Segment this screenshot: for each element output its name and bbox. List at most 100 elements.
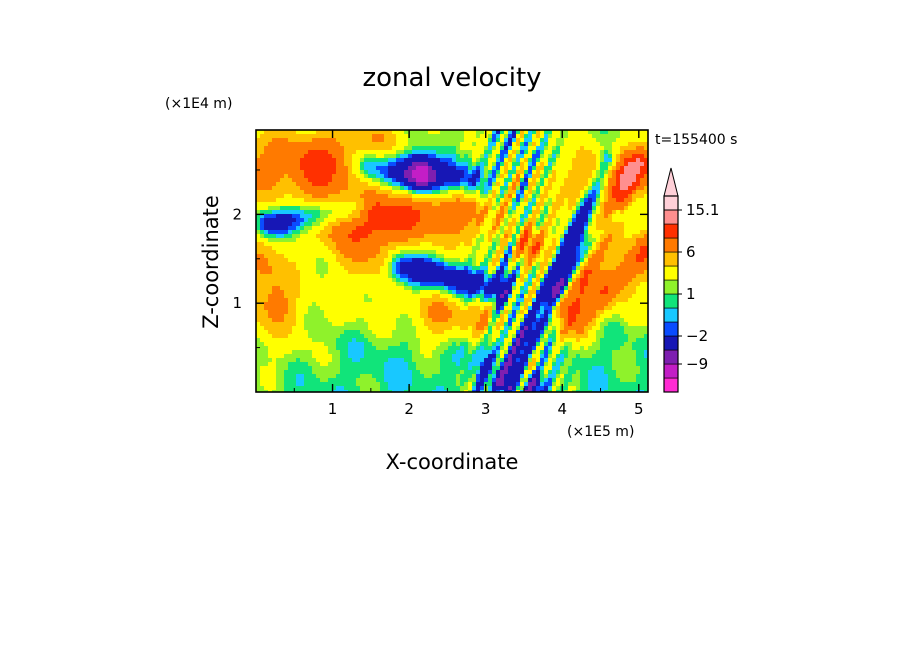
field-cell xyxy=(404,218,409,223)
field-cell xyxy=(280,178,285,183)
field-cell xyxy=(284,290,289,295)
field-cell xyxy=(268,326,273,331)
field-cell xyxy=(600,298,605,303)
field-cell xyxy=(380,242,385,247)
field-cell xyxy=(492,286,497,291)
field-cell xyxy=(636,326,641,331)
field-cell xyxy=(448,210,453,215)
field-cell xyxy=(328,226,333,231)
field-cell xyxy=(356,314,361,319)
field-cell xyxy=(568,270,573,275)
field-cell xyxy=(268,166,273,171)
field-cell xyxy=(564,330,569,335)
field-cell xyxy=(336,318,341,323)
field-cell xyxy=(552,206,557,211)
field-cell xyxy=(408,282,413,287)
field-cell xyxy=(288,274,293,279)
field-cell xyxy=(352,310,357,315)
field-cell xyxy=(268,190,273,195)
field-cell xyxy=(580,222,585,227)
field-cell xyxy=(276,146,281,151)
field-cell xyxy=(424,198,429,203)
field-cell xyxy=(268,230,273,235)
field-cell xyxy=(620,274,625,279)
field-cell xyxy=(536,210,541,215)
field-cell xyxy=(320,178,325,183)
field-cell xyxy=(592,142,597,147)
field-cell xyxy=(436,194,441,199)
field-cell xyxy=(572,270,577,275)
field-cell xyxy=(496,314,501,319)
field-cell xyxy=(632,174,637,179)
field-cell xyxy=(276,302,281,307)
field-cell xyxy=(620,218,625,223)
field-cell xyxy=(560,222,565,227)
field-cell xyxy=(380,266,385,271)
field-cell xyxy=(592,230,597,235)
field-cell xyxy=(504,166,509,171)
field-cell xyxy=(300,262,305,267)
field-cell xyxy=(632,226,637,231)
field-cell xyxy=(316,222,321,227)
field-cell xyxy=(404,266,409,271)
field-cell xyxy=(432,134,437,139)
field-cell xyxy=(536,214,541,219)
field-cell xyxy=(472,306,477,311)
field-cell xyxy=(492,290,497,295)
field-cell xyxy=(304,278,309,283)
field-cell xyxy=(604,138,609,143)
field-cell xyxy=(532,154,537,159)
field-cell xyxy=(256,198,261,203)
field-cell xyxy=(320,206,325,211)
field-cell xyxy=(572,210,577,215)
field-cell xyxy=(416,262,421,267)
field-cell xyxy=(436,150,441,155)
field-cell xyxy=(400,330,405,335)
field-cell xyxy=(472,182,477,187)
field-cell xyxy=(264,258,269,263)
field-cell xyxy=(596,202,601,207)
field-cell xyxy=(432,234,437,239)
field-cell xyxy=(436,182,441,187)
field-cell xyxy=(528,186,533,191)
field-cell xyxy=(560,298,565,303)
field-cell xyxy=(392,210,397,215)
field-cell xyxy=(396,330,401,335)
field-cell xyxy=(560,294,565,299)
field-cell xyxy=(604,214,609,219)
field-cell xyxy=(388,190,393,195)
field-cell xyxy=(488,298,493,303)
field-cell xyxy=(480,170,485,175)
field-cell xyxy=(392,214,397,219)
field-cell xyxy=(424,214,429,219)
field-cell xyxy=(524,202,529,207)
field-cell xyxy=(268,250,273,255)
field-cell xyxy=(516,238,521,243)
field-cell xyxy=(324,322,329,327)
field-cell xyxy=(416,194,421,199)
field-cell xyxy=(272,162,277,167)
field-cell xyxy=(468,202,473,207)
field-cell xyxy=(480,214,485,219)
field-cell xyxy=(344,266,349,271)
field-cell xyxy=(588,258,593,263)
field-cell xyxy=(460,286,465,291)
field-cell xyxy=(636,182,641,187)
field-cell xyxy=(640,266,645,271)
field-cell xyxy=(296,226,301,231)
field-cell xyxy=(288,178,293,183)
field-cell xyxy=(356,306,361,311)
field-cell xyxy=(460,322,465,327)
field-cell xyxy=(456,154,461,159)
field-cell xyxy=(296,250,301,255)
field-cell xyxy=(636,218,641,223)
field-cell xyxy=(496,326,501,331)
field-cell xyxy=(452,266,457,271)
field-cell xyxy=(364,198,369,203)
field-cell xyxy=(544,186,549,191)
field-cell xyxy=(400,198,405,203)
field-cell xyxy=(504,266,509,271)
field-cell xyxy=(348,130,353,135)
field-cell xyxy=(504,274,509,279)
field-cell xyxy=(412,286,417,291)
